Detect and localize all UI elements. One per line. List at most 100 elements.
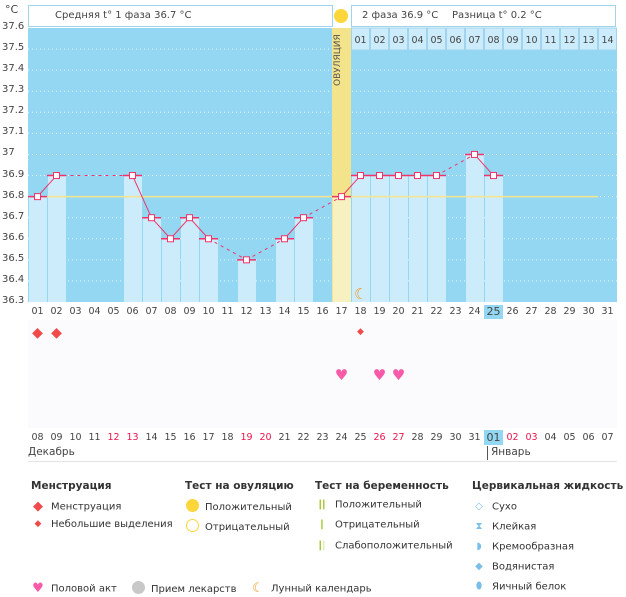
temperature-line: [132, 175, 152, 218]
divider: [28, 461, 617, 462]
calendar-date: 29: [430, 432, 443, 443]
empty-drop-icon: ◇: [475, 501, 483, 512]
calendar-date: 06: [582, 432, 595, 443]
menstruation-drop-icon[interactable]: ◆: [51, 325, 62, 341]
heart-icon: ♥: [32, 581, 44, 596]
x-tick-label: 06: [126, 306, 139, 317]
calendar-date: 28: [411, 432, 424, 443]
x-tick-label: 31: [601, 306, 614, 317]
y-tick-label: 37.5: [2, 42, 25, 54]
temperature-bar: [48, 175, 66, 302]
temperature-line: [37, 175, 57, 197]
calendar-date: 27: [392, 432, 405, 443]
x-tick-label: 18: [354, 306, 367, 317]
symptoms-panel: [28, 320, 617, 428]
legend-cervical-sticky: ⧗ Клейкая: [472, 521, 536, 533]
temperature-point: [243, 256, 250, 264]
temperature-line: [170, 217, 190, 240]
temperature-point: [129, 172, 136, 180]
heart-icon[interactable]: ♥: [334, 366, 349, 384]
temperature-bar: [333, 196, 351, 302]
temperature-bar: [295, 217, 313, 302]
x-tick-label: 22: [430, 306, 443, 317]
yellow-circle-icon: [185, 499, 199, 515]
y-tick-label: 37.1: [2, 126, 25, 138]
x-tick-label: 01: [31, 306, 44, 317]
x-tick-label: 10: [202, 306, 215, 317]
temperature-line: [436, 154, 475, 176]
x-tick-label: 23: [449, 306, 462, 317]
plot-background: [28, 28, 617, 302]
temperature-point: [338, 193, 345, 201]
legend-spotting: ◆ Небольшие выделения: [31, 519, 173, 530]
temperature-line: [341, 175, 361, 197]
legend-pregnancy-positive: || Положительный: [315, 499, 422, 511]
spotting-drop-icon[interactable]: ◆: [357, 327, 364, 337]
y-tick-label: 36.5: [2, 252, 25, 264]
temperature-bar: [29, 196, 47, 302]
x-tick-label: 03: [69, 306, 82, 317]
temperature-point: [186, 214, 193, 222]
calendar-date: 07: [601, 432, 614, 443]
temperature-point: [414, 172, 421, 180]
y-tick-label: 36.3: [2, 295, 25, 306]
luteal-day-label: 12: [563, 35, 575, 46]
legend-intercourse: ♥ Половой акт: [32, 581, 117, 596]
calendar-date: 04: [544, 432, 557, 443]
x-tick-label: 25: [484, 305, 503, 319]
calendar-date: 31: [468, 432, 481, 443]
legend-ovulation-title: Тест на овуляцию: [185, 480, 294, 492]
x-tick-label: 05: [107, 306, 120, 317]
temperature-point: [395, 172, 402, 180]
menstruation-drop-icon[interactable]: ◆: [32, 325, 43, 341]
temperature-bar: [143, 217, 161, 302]
temperature-chart: 01 02 03 04 05 06 07 08 09 10 11 12 13 14 ☾: [28, 27, 617, 303]
phase2-average: 2 фаза 36.9 °C: [362, 10, 439, 21]
heart-icon[interactable]: ♥: [391, 366, 406, 384]
y-tick-label: 37.2: [2, 105, 25, 117]
unit-label: °C: [5, 3, 19, 16]
heart-icon[interactable]: ♥: [372, 366, 387, 384]
temperature-point: [148, 214, 155, 222]
temperature-bar: [409, 175, 427, 302]
legend-pregnancy-negative: | Отрицательный: [315, 519, 420, 531]
temperature-point: [53, 172, 60, 180]
legend-ovulation-positive: Положительный: [185, 499, 292, 515]
temperature-bar: [390, 175, 408, 302]
luteal-day-cell: [522, 27, 541, 51]
temperature-bar: [238, 259, 256, 302]
calendar-date: 01: [484, 430, 503, 445]
luteal-day-cell: [408, 27, 427, 51]
temperature-line: [284, 217, 304, 240]
temperature-bar: [276, 238, 294, 302]
temperature-point: [300, 214, 307, 222]
calendar-date: 08: [31, 432, 44, 443]
luteal-day-label: 11: [544, 35, 556, 46]
x-tick-label: 14: [278, 306, 291, 317]
calendar-date: 23: [316, 432, 329, 443]
phase1-average: Средняя t° 1 фаза 36.7 °C: [55, 10, 192, 21]
legend-moon: ☾ Лунный календарь: [252, 581, 372, 596]
temperature-line: [189, 217, 209, 240]
calendar-date: 21: [278, 432, 291, 443]
x-tick-label: 09: [183, 306, 196, 317]
one-strip-icon: |: [320, 519, 324, 530]
temperature-bar: [124, 175, 142, 302]
temperature-point: [357, 172, 364, 180]
temperature-point: [490, 172, 497, 180]
calendar-date: 12: [107, 432, 120, 443]
temperature-bar: [162, 238, 180, 302]
empty-circle-icon: [185, 519, 199, 535]
creamy-drop-icon: ◗: [476, 541, 482, 552]
temperature-line: [246, 238, 285, 261]
calendar-date: 13: [126, 432, 139, 443]
luteal-day-label: 14: [601, 35, 613, 46]
x-tick-label: 16: [316, 306, 329, 317]
legend-cervical-watery: ◆ Водянистая: [472, 561, 554, 573]
luteal-day-cell: [446, 27, 465, 51]
luteal-day-cell: [484, 27, 503, 51]
x-tick-label: 28: [544, 306, 557, 317]
luteal-day-label: 08: [487, 35, 499, 46]
small-drop-icon: ◆: [34, 519, 42, 529]
x-tick-label: 20: [392, 306, 405, 317]
